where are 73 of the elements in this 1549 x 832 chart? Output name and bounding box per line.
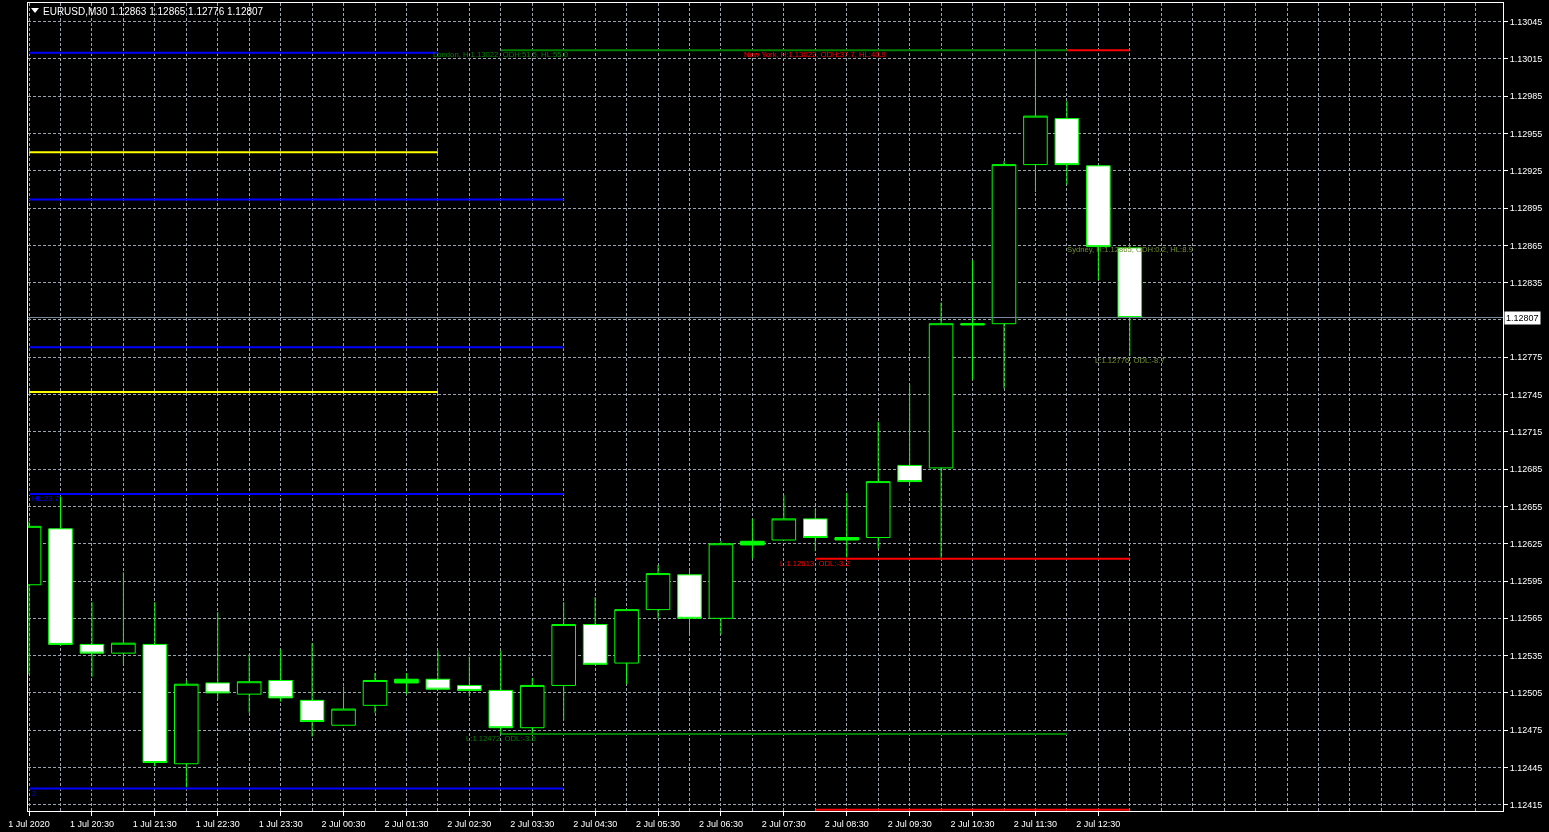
candlestick bbox=[268, 648, 293, 703]
x-tick-label: 2 Jul 09:30 bbox=[887, 818, 932, 829]
x-tick-label: 2 Jul 01:30 bbox=[384, 818, 429, 829]
candlestick bbox=[865, 421, 891, 550]
candlestick bbox=[142, 601, 168, 767]
candlestick bbox=[991, 160, 1017, 389]
chart-title: EURUSD,M30 1.12863 1.12865 1.12776 1.12807 bbox=[43, 5, 264, 17]
candlestick bbox=[174, 679, 199, 788]
x-tick-label: 2 Jul 12:30 bbox=[1076, 818, 1121, 829]
y-tick-label: 1.12475 bbox=[1509, 725, 1543, 736]
candlestick bbox=[708, 540, 734, 635]
y-tick-label: 1.12415 bbox=[1509, 799, 1543, 810]
candlestick bbox=[79, 601, 105, 678]
y-tick-label: 1.12925 bbox=[1509, 165, 1543, 176]
candlestick bbox=[928, 302, 954, 560]
candlestick bbox=[1023, 49, 1048, 193]
y-tick-label: 1.12655 bbox=[1509, 501, 1543, 512]
y-tick-label: 1.12715 bbox=[1509, 427, 1543, 438]
y-tick-label: 1.12745 bbox=[1509, 389, 1543, 400]
y-tick-label: 1.12565 bbox=[1509, 613, 1543, 624]
candlestick bbox=[614, 609, 639, 685]
x-tick-label: 1 Jul 20:30 bbox=[69, 818, 114, 829]
x-tick-label: 1 Jul 22:30 bbox=[195, 818, 240, 829]
y-tick-label: 1.12505 bbox=[1509, 688, 1543, 699]
candlestick bbox=[551, 601, 576, 721]
candlestick bbox=[299, 642, 325, 737]
candlestick bbox=[394, 672, 419, 695]
candlestick bbox=[677, 570, 702, 635]
x-tick-label: 2 Jul 05:30 bbox=[636, 818, 681, 829]
candlestick bbox=[771, 494, 797, 541]
candlestick bbox=[111, 571, 136, 665]
y-tick-label: 1.12835 bbox=[1509, 277, 1543, 288]
y-tick-label: 1.13015 bbox=[1509, 54, 1543, 65]
x-tick-label: 2 Jul 06:30 bbox=[698, 818, 743, 829]
y-tick-label: 1.12985 bbox=[1509, 91, 1543, 102]
y-tick-label: 1.12955 bbox=[1509, 128, 1543, 139]
x-tick-label: 1 Jul 23:30 bbox=[258, 818, 303, 829]
x-tick-label: 2 Jul 03:30 bbox=[510, 818, 555, 829]
y-tick-label: 1.12895 bbox=[1509, 203, 1543, 214]
y-tick-label: 1.13045 bbox=[1509, 16, 1543, 27]
x-tick-label: 2 Jul 02:30 bbox=[447, 818, 492, 829]
ref-line-label: 1.12807 bbox=[1506, 313, 1539, 323]
candlestick bbox=[582, 596, 608, 665]
x-tick-label: 2 Jul 10:30 bbox=[950, 818, 995, 829]
candlestick bbox=[331, 686, 356, 726]
candlestick bbox=[740, 518, 765, 560]
candlestick bbox=[457, 656, 482, 698]
x-tick-label: 2 Jul 04:30 bbox=[573, 818, 618, 829]
x-tick-label: 2 Jul 11:30 bbox=[1013, 818, 1058, 829]
candlestick bbox=[488, 650, 514, 735]
x-tick-label: 2 Jul 08:30 bbox=[824, 818, 869, 829]
candlestick bbox=[362, 672, 388, 714]
candlestick bbox=[645, 564, 671, 619]
candlestick bbox=[1054, 100, 1080, 185]
y-tick-label: 1.12685 bbox=[1509, 464, 1543, 475]
y-tick-label: 1.12775 bbox=[1509, 352, 1543, 363]
x-tick-label: 1 Jul 2020 bbox=[8, 818, 50, 829]
x-tick-label: 1 Jul 21:30 bbox=[132, 818, 177, 829]
candlestick bbox=[236, 653, 262, 714]
candlestick bbox=[960, 259, 985, 381]
candlestick bbox=[425, 650, 451, 690]
y-tick-label: 1.12625 bbox=[1509, 538, 1543, 549]
y-tick-label: 1.12535 bbox=[1509, 650, 1543, 661]
candlestick bbox=[834, 492, 860, 558]
y-tick-label: 1.12595 bbox=[1509, 576, 1543, 587]
x-tick-label: 2 Jul 00:30 bbox=[321, 818, 366, 829]
y-tick-label: 1.12865 bbox=[1509, 240, 1543, 251]
x-tick-label: 2 Jul 07:30 bbox=[761, 818, 806, 829]
candlestick bbox=[205, 611, 231, 700]
candlestick bbox=[519, 677, 545, 735]
y-tick-label: 1.12445 bbox=[1509, 762, 1543, 773]
candlestick bbox=[803, 508, 828, 552]
candlestick bbox=[897, 384, 922, 485]
